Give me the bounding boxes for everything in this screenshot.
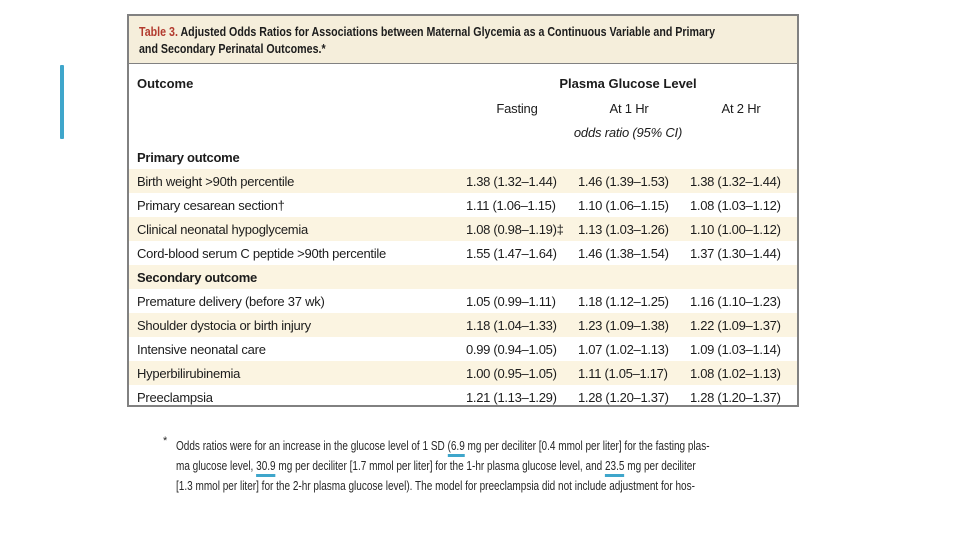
- column-group-header-plasma-glucose: Plasma Glucose Level: [559, 75, 697, 91]
- odds-ratio-cell: 1.23 (1.09–1.38): [578, 317, 669, 333]
- footnote-marker: *: [163, 435, 168, 447]
- odds-ratio-cell: 1.05 (0.99–1.11): [466, 293, 556, 309]
- odds-ratio-cell: 1.18 (1.04–1.33): [466, 317, 557, 333]
- table-number-label: Table 3.: [139, 24, 178, 39]
- odds-ratio-cell: 1.10 (1.06–1.15): [578, 197, 669, 213]
- table-header: Outcome Plasma Glucose Level Fasting At …: [129, 64, 797, 145]
- footnote-text: [1.3 mmol per liter] for the 2-hr plasma…: [176, 478, 695, 493]
- odds-ratio-cell: 1.11 (1.06–1.15): [466, 197, 556, 213]
- odds-ratio-cell: 0.99 (0.94–1.05): [466, 341, 557, 357]
- outcome-cell: Preeclampsia: [137, 389, 213, 405]
- header-row-columns: Fasting At 1 Hr At 2 Hr: [129, 96, 797, 120]
- footnote-line: [1.3 mmol per liter] for the 2-hr plasma…: [176, 476, 710, 496]
- header-row-group: Outcome Plasma Glucose Level: [129, 70, 797, 96]
- odds-ratio-cell: 1.08 (1.02–1.13): [690, 365, 781, 381]
- table-title-text1: Adjusted Odds Ratios for Associations be…: [177, 24, 716, 39]
- table-row: Hyperbilirubinemia 1.00 (0.95–1.05) 1.11 (…: [129, 361, 797, 385]
- table-row: Premature delivery (before 37 wk) 1.05 (0…: [129, 289, 797, 313]
- column-header-1hr: At 1 Hr: [609, 100, 649, 116]
- footnote-text: Odds ratios were for an increase in the …: [176, 438, 448, 453]
- outcome-cell: Secondary outcome: [137, 269, 258, 285]
- table-row: Intensive neonatal care 0.99 (0.94–1.05) 1…: [129, 337, 797, 361]
- odds-ratio-cell: 1.21 (1.13–1.29): [466, 389, 557, 405]
- annotation-line: [60, 65, 64, 139]
- table-title-line1: Table 3. Adjusted Odds Ratios for Associ…: [139, 23, 715, 40]
- footnote-text: mg per deciliter [1.7 mmol per liter] fo…: [275, 458, 605, 473]
- column-header-fasting: Fasting: [496, 100, 538, 116]
- odds-ratio-cell: 1.38 (1.32–1.44): [466, 173, 557, 189]
- outcome-cell: Intensive neonatal care: [137, 341, 266, 357]
- section-row: Secondary outcome: [129, 265, 797, 289]
- table-title-text2: and Secondary Perinatal Outcomes.*: [139, 41, 326, 56]
- odds-ratio-cell: 1.28 (1.20–1.37): [578, 389, 669, 405]
- odds-ratio-cell: 1.09 (1.03–1.14): [690, 341, 781, 357]
- odds-ratio-cell: 1.22 (1.09–1.37): [690, 317, 781, 333]
- units-label: odds ratio (95% CI): [573, 125, 683, 140]
- odds-ratio-cell: 1.46 (1.38–1.54): [578, 245, 669, 261]
- table-row: Cord-blood serum C peptide >90th percent…: [129, 241, 797, 265]
- table-body: Primary outcome Birth weight >90th percen…: [129, 145, 797, 405]
- outcome-cell: Primary outcome: [137, 149, 240, 165]
- odds-ratio-cell: 1.18 (1.12–1.25): [578, 293, 669, 309]
- table-title: Table 3. Adjusted Odds Ratios for Associ…: [129, 16, 797, 64]
- odds-ratio-cell: 1.46 (1.39–1.53): [578, 173, 669, 189]
- odds-ratio-cell: 1.16 (1.10–1.23): [690, 293, 781, 309]
- footnote-text: mg per deciliter: [624, 458, 696, 473]
- odds-ratio-cell: 1.07 (1.02–1.13): [578, 341, 669, 357]
- odds-ratio-cell: 1.08 (1.03–1.12): [690, 197, 781, 213]
- table-title-line2: and Secondary Perinatal Outcomes.*: [139, 40, 670, 57]
- odds-ratio-cell: 1.13 (1.03–1.26): [578, 221, 669, 237]
- table-row: Primary cesarean section† 1.11 (1.06–1.15…: [129, 193, 797, 217]
- odds-ratio-cell: 1.11 (1.05–1.17): [578, 365, 668, 381]
- table3-card: Table 3. Adjusted Odds Ratios for Associ…: [127, 14, 799, 407]
- odds-ratio-cell: 1.55 (1.47–1.64): [466, 245, 557, 261]
- odds-ratio-cell: 1.00 (0.95–1.05): [466, 365, 557, 381]
- blue-underline-annotation: (6.9: [447, 438, 465, 457]
- table-row: Shoulder dystocia or birth injury 1.18 (1…: [129, 313, 797, 337]
- header-row-units: odds ratio (95% CI): [129, 120, 797, 145]
- footnote-line: Odds ratios were for an increase in the …: [176, 436, 710, 457]
- odds-ratio-cell: 1.08 (0.98–1.19)‡: [466, 221, 564, 237]
- outcome-cell: Primary cesarean section†: [137, 197, 285, 213]
- table-row: Clinical neonatal hypoglycemia 1.08 (0.98…: [129, 217, 797, 241]
- column-header-outcome: Outcome: [137, 75, 194, 91]
- odds-ratio-cell: 1.28 (1.20–1.37): [690, 389, 781, 405]
- footnote-lines: Odds ratios were for an increase in the …: [176, 436, 869, 496]
- footnote-text: ma glucose level,: [176, 458, 257, 473]
- table-row: Birth weight >90th percentile 1.38 (1.32–…: [129, 169, 797, 193]
- footnote: * Odds ratios were for an increase in th…: [163, 435, 869, 496]
- table-row: Preeclampsia 1.21 (1.13–1.29) 1.28 (1.20–1…: [129, 385, 797, 405]
- outcome-cell: Cord-blood serum C peptide >90th percent…: [137, 245, 387, 261]
- blue-underline-annotation: 30.9: [256, 458, 276, 477]
- blue-underline-annotation: 23.5: [604, 458, 625, 477]
- odds-ratio-cell: 1.10 (1.00–1.12): [690, 221, 781, 237]
- odds-ratio-cell: 1.37 (1.30–1.44): [690, 245, 781, 261]
- outcome-cell: Shoulder dystocia or birth injury: [137, 317, 311, 333]
- section-row: Primary outcome: [129, 145, 797, 169]
- outcome-cell: Birth weight >90th percentile: [137, 173, 295, 189]
- outcome-cell: Clinical neonatal hypoglycemia: [137, 221, 308, 237]
- outcome-cell: Hyperbilirubinemia: [137, 365, 241, 381]
- column-header-2hr: At 2 Hr: [721, 100, 761, 116]
- odds-ratio-cell: 1.38 (1.32–1.44): [690, 173, 781, 189]
- footnote-text: mg per deciliter [0.4 mmol per liter] fo…: [464, 438, 710, 453]
- footnote-line: ma glucose level, 30.9 mg per deciliter …: [176, 456, 710, 477]
- outcome-cell: Premature delivery (before 37 wk): [137, 293, 325, 309]
